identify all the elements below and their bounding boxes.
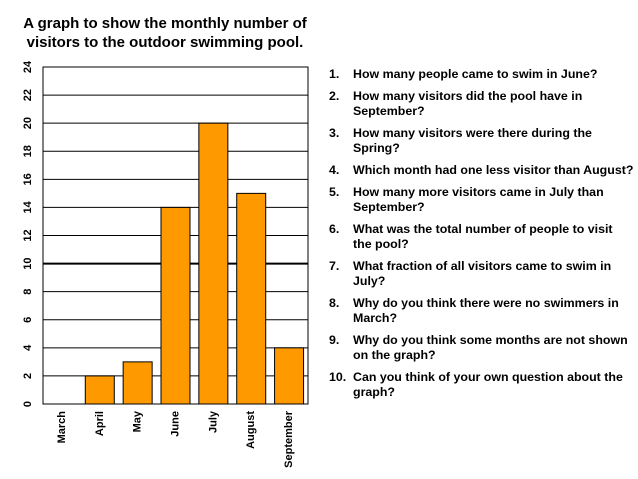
question-item: 6. What was the total number of people to…: [329, 222, 634, 252]
bars: [84, 122, 305, 405]
y-tick-label: 20: [22, 117, 34, 129]
x-tick-label: August: [245, 411, 257, 449]
bar: [84, 375, 115, 405]
x-tick-label: May: [132, 410, 144, 432]
y-tick-label: 0: [22, 401, 34, 407]
question-item: 8. Why do you think there were no swimmer…: [329, 296, 634, 326]
question-number: 4.: [329, 163, 340, 177]
question-item: 4. Which month had one less visitor than …: [329, 163, 634, 178]
question-text: Why do you think some months are not sho…: [353, 333, 628, 362]
y-tick-label: 16: [22, 173, 34, 185]
question-item: 3. How many visitors were there during th…: [329, 126, 634, 156]
bar: [198, 122, 229, 405]
question-number: 9.: [329, 333, 340, 347]
y-tick-label: 6: [22, 317, 34, 323]
question-item: 5. How many more visitors came in July th…: [329, 185, 634, 215]
question-number: 1.: [329, 67, 340, 81]
y-tick-label: 24: [22, 60, 34, 73]
plot-frame: [42, 66, 309, 405]
question-number: 7.: [329, 259, 340, 273]
bar: [160, 206, 191, 405]
bar: [236, 192, 267, 405]
question-item: 10. Can you think of your own question ab…: [329, 370, 634, 400]
x-tick-label: April: [94, 411, 106, 436]
y-tick-label: 14: [22, 200, 34, 213]
y-tick-label: 22: [22, 89, 34, 101]
x-tick-label: July: [207, 410, 219, 433]
chart-title: A graph to show the monthly number of vi…: [23, 15, 307, 51]
y-tick-label: 10: [22, 257, 34, 269]
question-item: 7. What fraction of all visitors came to …: [329, 259, 634, 289]
question-item: 2. How many visitors did the pool have in…: [329, 89, 634, 119]
y-tick-label: 2: [22, 373, 34, 379]
question-number: 3.: [329, 126, 340, 140]
question-text: Why do you think there were no swimmers …: [353, 296, 619, 325]
question-text: How many people came to swim in June?: [353, 67, 598, 81]
bar: [274, 347, 305, 405]
question-text: How many visitors did the pool have in S…: [353, 89, 583, 118]
question-text: How many more visitors came in July than…: [353, 185, 604, 214]
question-text: What fraction of all visitors came to sw…: [353, 259, 612, 288]
question-item: 9. Why do you think some months are not s…: [329, 333, 634, 363]
bar: [122, 361, 153, 405]
question-number: 5.: [329, 185, 340, 199]
question-text: Can you think of your own question about…: [353, 370, 623, 399]
y-tick-label: 8: [22, 289, 34, 295]
y-tick-label: 12: [22, 229, 34, 241]
x-tick-label: June: [170, 411, 182, 437]
y-tick-label: 4: [22, 344, 34, 351]
question-item: 1. How many people came to swim in June?: [329, 67, 634, 82]
question-number: 10.: [329, 370, 347, 384]
question-text: Which month had one less visitor than Au…: [353, 163, 634, 177]
y-tick-label: 18: [22, 145, 34, 157]
question-number: 6.: [329, 222, 340, 236]
question-text: What was the total number of people to v…: [353, 222, 613, 251]
axes: [42, 66, 309, 405]
x-tick-label: March: [56, 411, 68, 444]
x-tick-label: September: [283, 410, 295, 468]
x-tick-labels: March April May June July August September: [56, 410, 295, 468]
question-number: 8.: [329, 296, 340, 310]
question-number: 2.: [329, 89, 340, 103]
question-list: 1. How many people came to swim in June? …: [329, 67, 634, 407]
question-text: How many visitors were there during the …: [353, 126, 592, 155]
